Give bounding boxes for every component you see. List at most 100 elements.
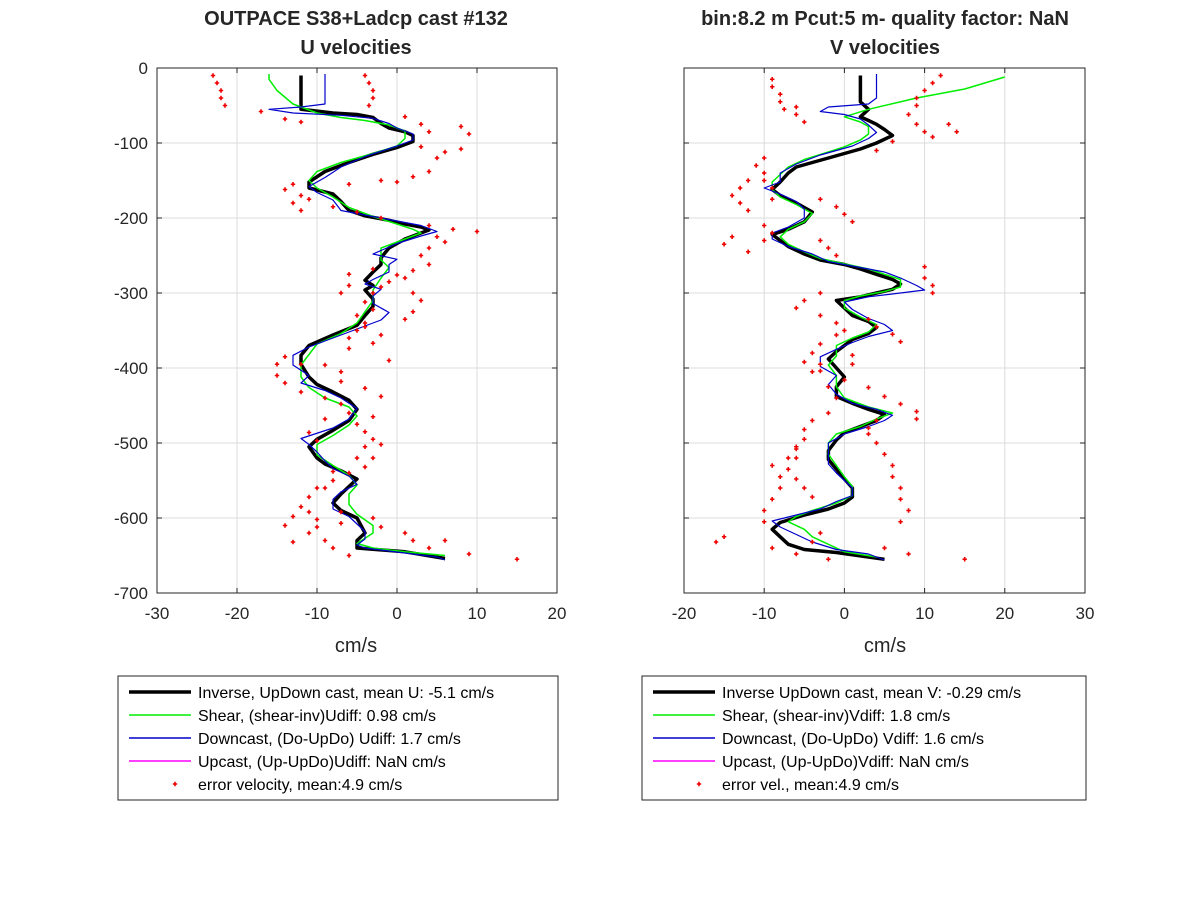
error-marker <box>794 444 799 449</box>
error-marker <box>850 362 855 367</box>
error-marker <box>298 193 304 198</box>
legend-shear-label: Shear, (shear-inv)Udiff: 0.98 cm/s <box>198 708 436 725</box>
error-marker <box>362 464 368 470</box>
error-marker <box>282 187 288 192</box>
error-marker <box>362 429 368 434</box>
error-marker <box>778 92 783 97</box>
error-marker <box>214 80 220 86</box>
error-marker <box>418 298 424 303</box>
error-marker <box>930 80 935 86</box>
error-marker <box>378 284 384 290</box>
error-marker <box>810 539 815 545</box>
axes-frame <box>683 67 1086 594</box>
error-marker <box>378 178 384 183</box>
error-marker <box>330 478 336 483</box>
error-marker <box>786 455 791 461</box>
error-marker <box>882 394 887 399</box>
legend-error-label: error velocity, mean:4.9 cm/s <box>198 777 402 794</box>
error-marker <box>282 380 288 386</box>
error-marker <box>826 245 831 251</box>
error-marker <box>426 129 432 134</box>
error-marker <box>794 551 799 557</box>
error-marker <box>322 416 328 422</box>
error-marker <box>898 339 903 344</box>
error-marker <box>770 84 775 89</box>
error-marker <box>770 463 775 468</box>
error-marker <box>222 103 228 108</box>
error-marker <box>826 410 831 416</box>
error-marker <box>314 485 320 491</box>
error-marker <box>346 283 352 288</box>
error-marker <box>866 431 871 437</box>
u-panel-subtitle: U velocities <box>300 37 411 59</box>
error-marker <box>386 358 392 363</box>
legend-inverse-label: Inverse UpDown cast, mean V: -0.29 cm/s <box>722 685 1021 702</box>
error-marker <box>818 290 823 296</box>
error-marker <box>866 317 871 322</box>
error-marker <box>906 551 911 557</box>
error-marker <box>282 116 288 122</box>
error-marker <box>442 538 448 543</box>
error-marker <box>338 379 344 384</box>
error-marker <box>394 272 400 278</box>
error-marker <box>866 385 871 390</box>
error-marker <box>842 377 847 383</box>
error-marker <box>946 122 951 127</box>
error-marker <box>770 77 775 82</box>
error-marker <box>366 103 372 108</box>
error-marker <box>729 234 735 239</box>
error-marker <box>354 328 360 333</box>
legend-downcast-label: Downcast, (Do-UpDo) Vdiff: 1.6 cm/s <box>722 731 984 748</box>
error-marker <box>298 208 304 213</box>
error-marker <box>802 298 807 303</box>
error-marker <box>762 519 767 524</box>
error-marker <box>866 425 871 431</box>
error-marker <box>914 122 919 127</box>
error-marker <box>346 182 352 187</box>
error-marker <box>914 409 919 414</box>
legend-upcast-label: Upcast, (Up-UpDo)Udiff: NaN cm/s <box>198 754 446 771</box>
error-marker <box>338 509 344 515</box>
error-marker <box>418 253 424 258</box>
x-tick-label: 0 <box>392 604 401 623</box>
error-marker <box>362 73 368 78</box>
x-tick-label: -10 <box>305 604 330 623</box>
error-marker <box>322 485 328 491</box>
error-marker <box>354 313 360 318</box>
x-tick-label: 10 <box>915 604 934 623</box>
error-marker <box>282 523 288 528</box>
error-marker <box>898 497 903 502</box>
error-marker <box>410 174 416 179</box>
error-marker <box>378 524 384 530</box>
y-tick-label: -100 <box>114 134 148 153</box>
u-legend: Inverse, UpDown cast, mean U: -5.1 cm/s S… <box>117 675 559 801</box>
error-marker <box>338 521 344 526</box>
error-marker <box>745 249 751 254</box>
error-marker <box>314 524 320 530</box>
u-xlabel: cm/s <box>335 635 377 657</box>
x-tick-label: 20 <box>995 604 1014 623</box>
error-marker <box>794 455 799 461</box>
error-marker <box>466 131 472 137</box>
error-marker <box>762 508 767 513</box>
error-marker <box>298 119 304 125</box>
error-marker <box>362 320 368 326</box>
error-marker <box>314 517 320 522</box>
error-marker <box>338 401 344 407</box>
legend-inverse-label: Inverse, UpDown cast, mean U: -5.1 cm/s <box>198 685 494 702</box>
error-marker <box>954 129 959 134</box>
error-marker <box>834 395 839 401</box>
error-marker <box>898 485 903 491</box>
error-marker <box>794 305 799 311</box>
error-marker <box>274 373 280 378</box>
inverse-line <box>770 75 903 562</box>
error-marker <box>338 290 344 296</box>
error-marker <box>378 332 384 338</box>
error-marker <box>290 539 296 545</box>
error-marker <box>850 219 855 224</box>
error-marker <box>802 427 807 432</box>
error-marker <box>418 122 424 127</box>
error-marker <box>721 534 727 539</box>
error-marker <box>802 485 807 491</box>
v-xlabel: cm/s <box>864 635 906 657</box>
